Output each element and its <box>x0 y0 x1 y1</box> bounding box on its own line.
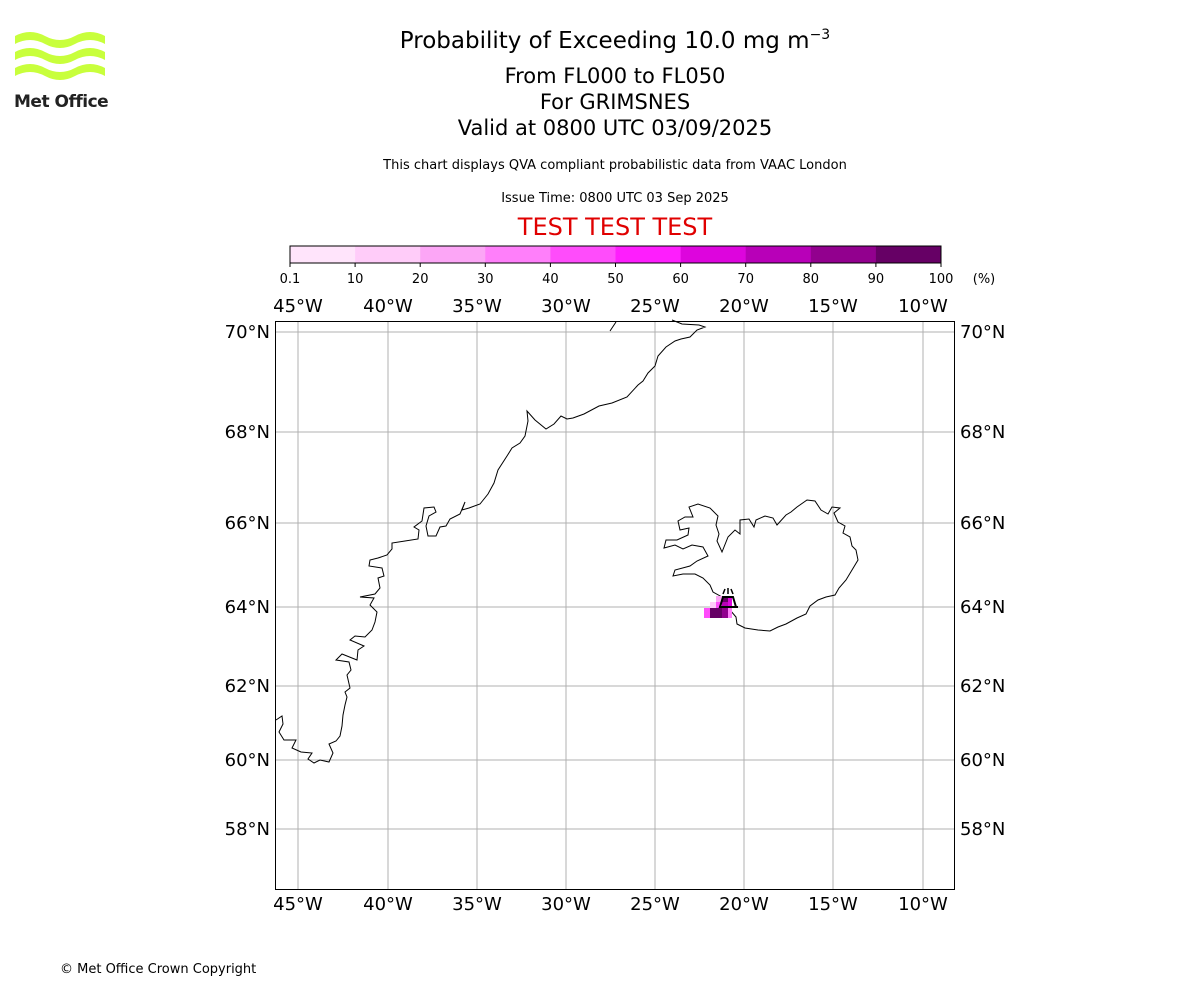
probability-cell <box>716 602 722 608</box>
chart-title: Probability of Exceeding 10.0 mg m−3 <box>0 27 1200 54</box>
probability-cell <box>722 608 728 618</box>
longitude-label-bottom: 15°W <box>808 894 858 915</box>
longitude-label-top: 40°W <box>363 296 413 317</box>
copyright: © Met Office Crown Copyright <box>60 962 257 977</box>
probability-cell <box>722 596 728 602</box>
volcano-name: For GRIMSNES <box>539 90 691 114</box>
colorbar-unit: (%) <box>973 272 996 287</box>
longitude-label-top: 15°W <box>808 296 858 317</box>
colorbar-tick-label: 20 <box>412 272 429 287</box>
colorbar-segment <box>420 246 486 263</box>
latitude-label-left: 62°N <box>225 676 270 697</box>
latitude-label-left: 64°N <box>225 597 270 618</box>
probability-cell <box>710 602 716 608</box>
longitude-label-bottom: 25°W <box>630 894 680 915</box>
longitude-label-bottom: 40°W <box>363 894 413 915</box>
probability-cell <box>716 596 722 602</box>
colorbar-tick-label: 30 <box>477 272 494 287</box>
volcano-icon <box>718 588 738 608</box>
valid-time: Valid at 0800 UTC 03/09/2025 <box>457 116 773 140</box>
colorbar-tick-label: 60 <box>672 272 689 287</box>
colorbar: 0.1 10 20 30 40 50 60 70 80 90 100 (%) <box>280 245 996 287</box>
longitude-label-bottom: 30°W <box>541 894 591 915</box>
longitude-label-top: 35°W <box>452 296 502 317</box>
graticule: 45°W 45°W 40°W 40°W 35°W 35°W 30°W 30°W 25°W 25°W… <box>225 296 1006 915</box>
longitude-label-top: 25°W <box>630 296 680 317</box>
latitude-label-left: 58°N <box>225 819 270 840</box>
colorbar-segment <box>680 246 746 263</box>
data-source-note: This chart displays QVA compliant probab… <box>383 158 847 173</box>
latitude-label-left: 68°N <box>225 422 270 443</box>
flight-level-range: From FL000 to FL050 <box>504 64 726 88</box>
latitude-label-right: 66°N <box>960 513 1005 534</box>
probability-cell <box>704 608 710 618</box>
latitude-label-right: 64°N <box>960 597 1005 618</box>
colorbar-segment <box>745 246 812 263</box>
colorbar-tick-label: 50 <box>607 272 624 287</box>
colorbar-tick-label: 10 <box>347 272 364 287</box>
colorbar-segment <box>355 246 421 263</box>
probability-cell <box>710 608 716 618</box>
chart-title-exponent: −3 <box>809 27 831 43</box>
longitude-label-top: 30°W <box>541 296 591 317</box>
colorbar-segment <box>615 246 681 263</box>
latitude-label-right: 70°N <box>960 322 1005 343</box>
colorbar-segment <box>550 246 616 263</box>
longitude-label-bottom: 35°W <box>452 894 502 915</box>
latitude-label-right: 68°N <box>960 422 1005 443</box>
colorbar-segment <box>485 246 551 263</box>
probability-cell <box>728 602 732 608</box>
colorbar-tick-label: 70 <box>737 272 754 287</box>
logo-text: Met Office <box>14 92 109 112</box>
latitude-label-right: 62°N <box>960 676 1005 697</box>
longitude-label-bottom: 10°W <box>898 894 948 915</box>
test-banner: TEST TEST TEST <box>517 213 713 241</box>
chart-title-text: Probability of Exceeding 10.0 mg m <box>399 28 810 54</box>
probability-field <box>704 596 732 618</box>
probability-cell <box>716 608 722 618</box>
probability-cell <box>722 602 728 608</box>
issue-time: Issue Time: 0800 UTC 03 Sep 2025 <box>501 191 729 206</box>
met-office-logo: Met Office <box>14 30 109 112</box>
latitude-label-left: 70°N <box>225 322 270 343</box>
probability-cell <box>728 596 732 602</box>
colorbar-segment <box>875 246 942 263</box>
longitude-label-top: 10°W <box>898 296 948 317</box>
longitude-label-top: 45°W <box>273 296 323 317</box>
latitude-label-left: 66°N <box>225 513 270 534</box>
latitude-label-right: 60°N <box>960 750 1005 771</box>
colorbar-tick-label: 80 <box>803 272 820 287</box>
colorbar-tick-label: 40 <box>542 272 559 287</box>
longitude-label-bottom: 20°W <box>719 894 769 915</box>
colorbar-segment <box>290 246 356 263</box>
longitude-label-top: 20°W <box>719 296 769 317</box>
colorbar-tick-label: 100 <box>929 272 954 287</box>
colorbar-tick-label: 0.1 <box>280 272 301 287</box>
latitude-label-right: 58°N <box>960 819 1005 840</box>
longitude-label-bottom: 45°W <box>273 894 323 915</box>
colorbar-tick-label: 90 <box>868 272 885 287</box>
colorbar-segment <box>810 246 877 263</box>
latitude-label-left: 60°N <box>225 750 270 771</box>
greenland-coastline <box>275 319 707 764</box>
probability-cell <box>728 608 732 618</box>
iceland-coastline <box>663 499 859 632</box>
met-office-wave-icon <box>15 32 105 80</box>
map-panel: 45°W 45°W 40°W 40°W 35°W 35°W 30°W 30°W 25°W 25°W… <box>225 296 1006 915</box>
